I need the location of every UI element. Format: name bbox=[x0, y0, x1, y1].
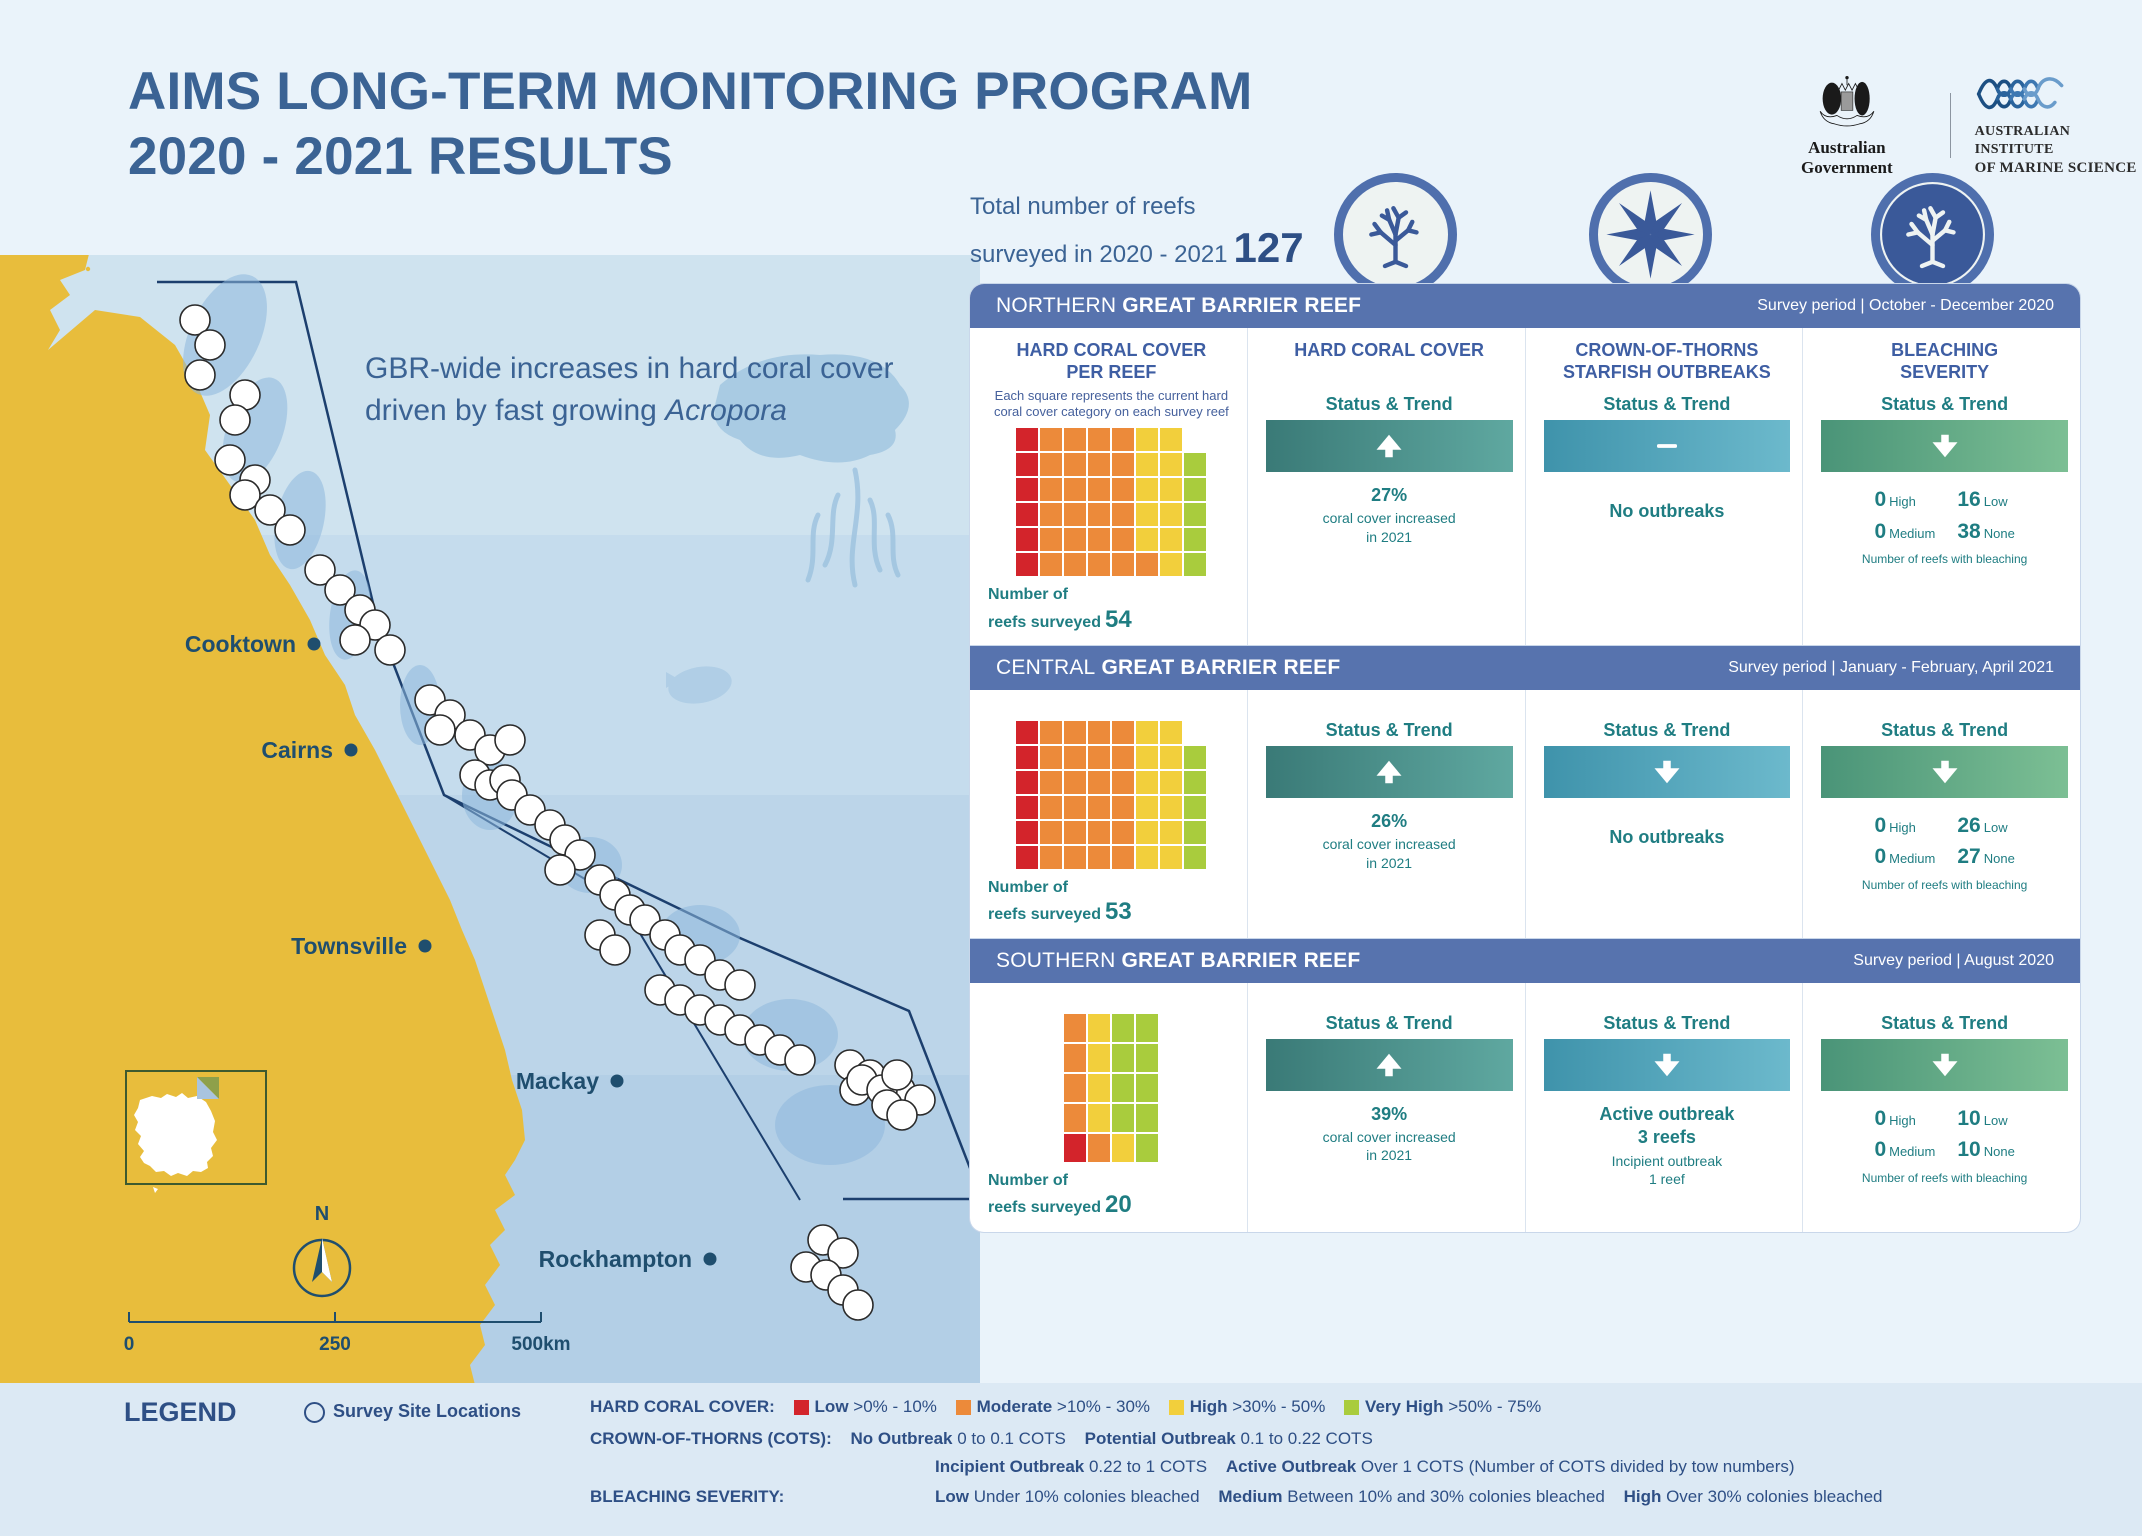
svg-text:Rockhampton: Rockhampton bbox=[539, 1246, 692, 1272]
svg-text:Townsville: Townsville bbox=[291, 933, 407, 959]
svg-text:Mackay: Mackay bbox=[516, 1068, 599, 1094]
svg-text:Cooktown: Cooktown bbox=[185, 631, 296, 657]
svg-text:250: 250 bbox=[319, 1334, 351, 1355]
svg-text:Cairns: Cairns bbox=[261, 737, 333, 763]
svg-text:500km: 500km bbox=[511, 1334, 570, 1355]
svg-text:0: 0 bbox=[124, 1334, 135, 1355]
svg-text:N: N bbox=[315, 1203, 329, 1225]
